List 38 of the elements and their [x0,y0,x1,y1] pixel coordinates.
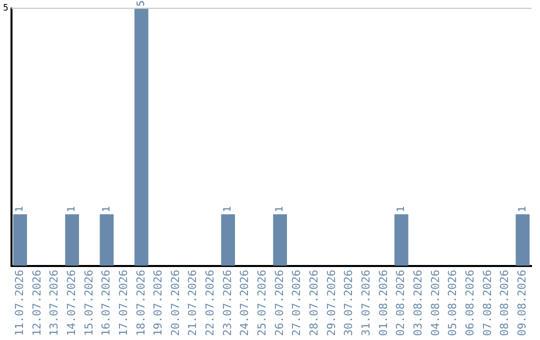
x-tick-label: 06.08.2026 [464,270,477,336]
x-tick-label: 15.07.2026 [82,270,96,336]
x-tick-label: 19.07.2026 [152,270,165,336]
data-label: 1 [222,206,234,212]
x-tick-label: 29.07.2026 [324,270,338,336]
x-tick-label: 23.07.2026 [220,270,234,336]
x-tick-label: 11.07.2026 [12,270,26,336]
x-tick-label: 03.08.2026 [412,270,425,336]
x-tick-label: 02.08.2026 [394,270,408,336]
x-tick-label: 17.07.2026 [116,270,130,336]
x-tick-label: 20.07.2026 [168,270,182,336]
x-tick-label: 26.07.2026 [272,270,286,336]
x-tick-label: 14.07.2026 [64,270,78,336]
x-tick-label: 13.07.2026 [48,270,61,336]
data-label: 1 [101,206,112,212]
x-tick-label: 01.08.2026 [376,270,390,336]
x-tick-label: 18.07.2026 [134,270,148,336]
x-tick-label: 25.07.2026 [256,270,269,336]
x-tick-label: 12.07.2026 [30,270,44,336]
x-tick-label: 05.08.2026 [446,270,460,336]
x-tick-label: 16.07.2026 [100,270,113,336]
x-tick-label: 22.07.2026 [204,270,217,336]
x-tick-label: 30.07.2026 [342,270,356,336]
x-tick-label: 28.07.2026 [308,270,321,336]
x-tick-label: 31.07.2026 [360,270,373,336]
data-label: 1 [14,206,26,212]
x-tick-label: 27.07.2026 [290,270,304,336]
x-tick-label: 21.07.2026 [186,270,200,336]
data-label: 1 [274,206,286,212]
x-tick-label: 08.08.2026 [498,270,512,336]
x-tick-label: 04.08.2026 [428,270,442,336]
x-tick-label: 07.08.2026 [480,270,494,336]
data-label: 1 [66,206,78,212]
data-label: 5 [136,0,147,6]
x-tick-label: 09.08.2026 [516,270,529,336]
data-label: 1 [396,206,407,212]
data-label: 1 [517,206,528,212]
x-tick-label: 24.07.2026 [238,270,252,336]
